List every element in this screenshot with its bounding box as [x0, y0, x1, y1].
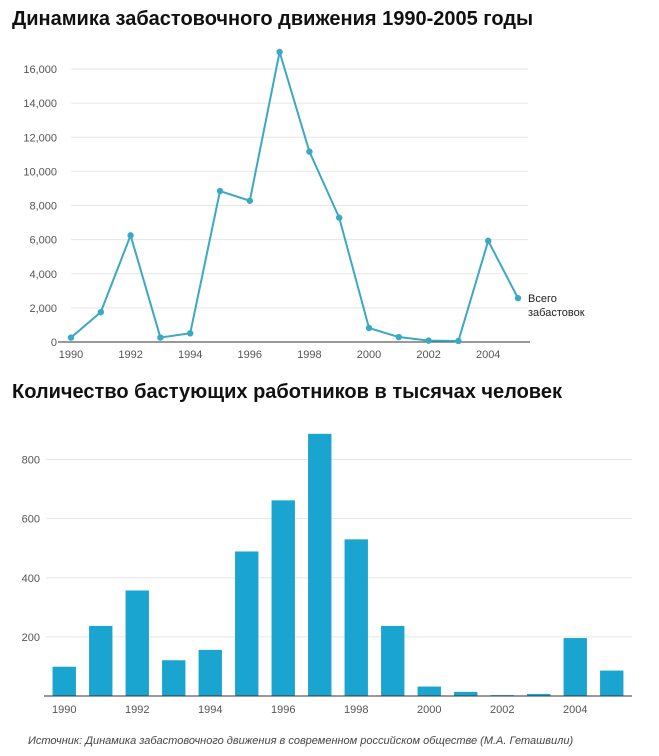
y-tick-label: 400	[22, 573, 40, 585]
x-tick-label: 2002	[416, 349, 440, 361]
data-point	[67, 334, 75, 341]
y-tick-label: 16,000	[23, 64, 57, 76]
bar	[600, 670, 624, 696]
bar	[235, 551, 259, 696]
data-point	[187, 330, 194, 337]
bar	[89, 625, 113, 696]
data-point	[246, 197, 253, 204]
data-point	[306, 148, 313, 155]
bar	[381, 625, 405, 696]
bar	[454, 691, 478, 696]
x-tick-label: 1992	[118, 349, 142, 361]
y-tick-label: 0	[51, 337, 57, 349]
x-tick-label: 1992	[125, 704, 149, 716]
x-tick-label: 1990	[52, 704, 76, 716]
x-tick-label: 1994	[198, 704, 222, 716]
line-chart-strikes: 0 2,000 4,000 6,000 8,000 10,000 12,000 14,000 1…	[23, 48, 585, 361]
y-tick-label: 14,000	[23, 98, 57, 110]
bar	[271, 500, 295, 696]
y-tick-label: 12,000	[23, 132, 57, 144]
x-tick-label: 1990	[59, 349, 83, 361]
bar	[308, 433, 332, 696]
y-tick-label: 4,000	[29, 269, 57, 281]
series-annotation: Всего	[528, 293, 557, 305]
y-tick-label: 2,000	[29, 303, 57, 315]
chart-title-strikes: Динамика забастовочного движения 1990-20…	[12, 8, 534, 30]
series-line	[70, 51, 519, 342]
x-tick-label: 1996	[271, 704, 295, 716]
bar	[344, 539, 368, 696]
data-point	[425, 337, 432, 344]
data-point	[365, 324, 373, 332]
data-point	[336, 214, 343, 221]
x-tick-label: 2000	[357, 349, 381, 361]
data-point	[455, 337, 462, 345]
bar	[52, 666, 76, 696]
y-tick-label: 6,000	[29, 235, 57, 247]
y-tick-label: 8,000	[29, 201, 57, 213]
x-tick-label: 2002	[490, 704, 514, 716]
bar	[563, 638, 587, 696]
data-point	[157, 334, 164, 341]
y-tick-label: 800	[22, 455, 40, 467]
bar	[162, 660, 186, 696]
bar	[125, 590, 149, 696]
data-point	[395, 333, 402, 341]
x-tick-label: 2004	[563, 704, 587, 716]
x-tick-label: 1998	[344, 704, 368, 716]
data-point	[127, 232, 134, 239]
data-point	[485, 237, 492, 245]
y-tick-label: 200	[22, 632, 40, 644]
bar	[527, 693, 551, 696]
bar	[417, 686, 441, 696]
x-tick-label: 1996	[238, 349, 262, 361]
x-tick-label: 2000	[417, 704, 441, 716]
source-note: Источник: Динамика забастовочного движен…	[28, 735, 574, 747]
y-tick-label: 10,000	[23, 166, 57, 178]
data-point	[514, 294, 522, 302]
chart-title-workers: Количество бастующих работников в тысяча…	[12, 381, 562, 403]
x-tick-label: 2004	[476, 349, 500, 361]
x-tick-label: 1994	[178, 349, 202, 361]
bar	[198, 649, 222, 696]
data-point	[216, 187, 224, 195]
y-tick-label: 600	[22, 514, 40, 526]
series-annotation: забастовок	[528, 307, 585, 319]
data-point	[276, 48, 283, 56]
x-tick-label: 1998	[297, 349, 321, 361]
data-point	[97, 308, 105, 316]
